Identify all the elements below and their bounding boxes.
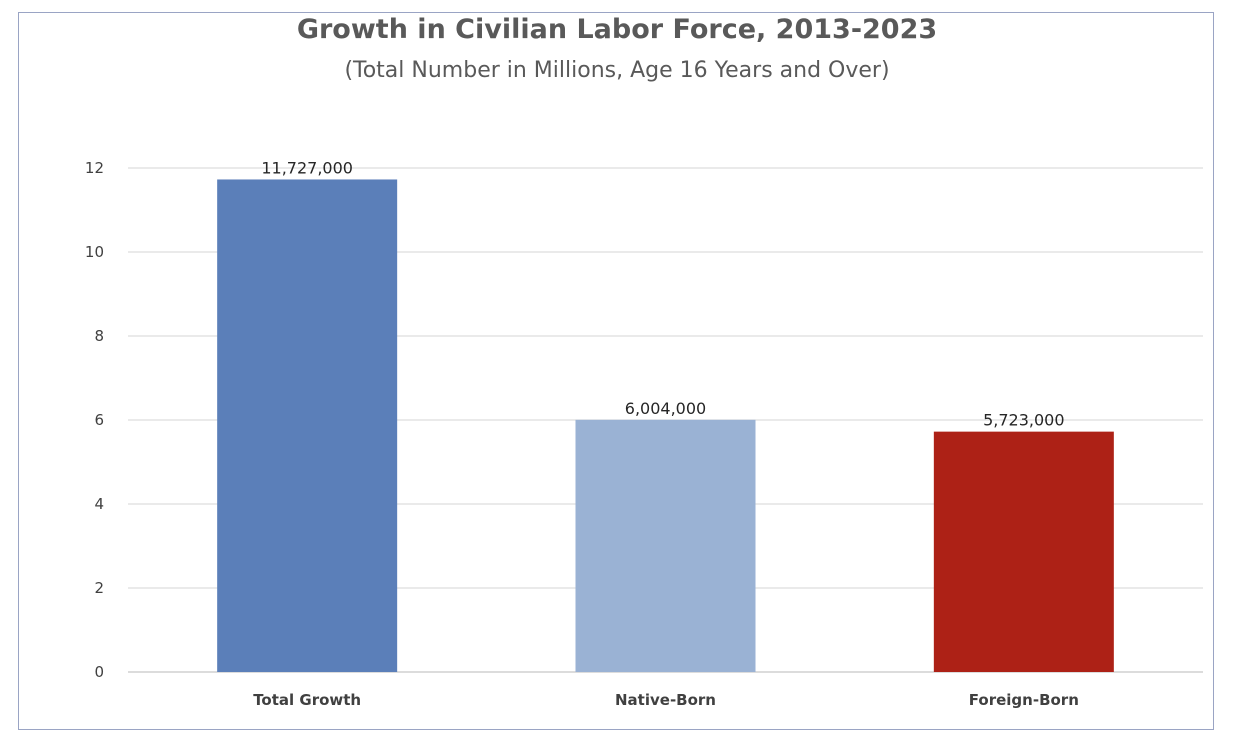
y-tick-label: 8 (94, 327, 104, 345)
y-tick-label: 0 (94, 663, 104, 681)
bar (575, 419, 756, 672)
data-label: 5,723,000 (983, 411, 1064, 430)
bar (933, 431, 1114, 672)
data-label: 11,727,000 (261, 158, 353, 177)
chart-title: Growth in Civilian Labor Force, 2013-202… (296, 14, 938, 45)
data-label: 6,004,000 (625, 399, 706, 418)
y-tick-label: 6 (94, 411, 104, 429)
x-tick-label: Native-Born (615, 691, 716, 709)
y-tick-label: 2 (94, 579, 104, 597)
y-tick-label: 10 (85, 243, 104, 261)
bar (217, 179, 398, 672)
y-tick-label: 12 (85, 159, 104, 177)
chart-subtitle: (Total Number in Millions, Age 16 Years … (344, 58, 890, 83)
x-tick-label: Total Growth (253, 691, 361, 709)
x-tick-label: Foreign-Born (969, 691, 1079, 709)
y-tick-label: 4 (94, 495, 104, 513)
